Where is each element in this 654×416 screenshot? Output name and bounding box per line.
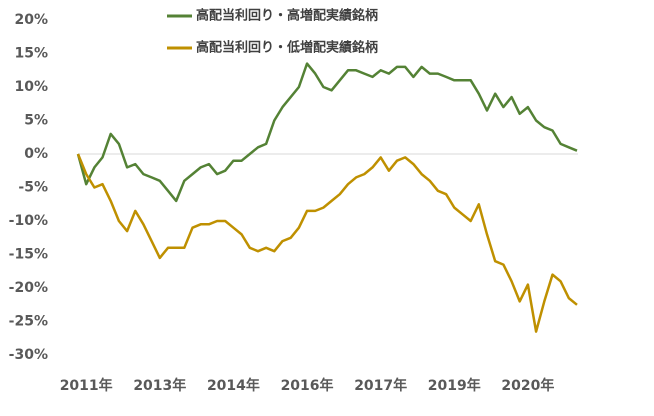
x-tick-label: 2011年: [60, 377, 113, 394]
legend-label: 高配当利回り・低増配実績銘柄: [196, 40, 378, 56]
series-line: [76, 153, 578, 333]
y-tick-label: -20%: [9, 280, 48, 296]
x-tick-label: 2019年: [428, 377, 481, 394]
y-tick-label: -5%: [18, 180, 48, 196]
x-tick-label: 2016年: [281, 377, 334, 394]
y-tick-label: 15%: [14, 46, 48, 62]
legend-label: 高配当利回り・高増配実績銘柄: [196, 8, 378, 24]
y-tick-label: -15%: [9, 247, 48, 263]
y-tick-label: 5%: [24, 113, 48, 129]
y-tick-label: 10%: [14, 79, 48, 95]
y-tick-label: -30%: [9, 347, 48, 363]
y-tick-label: 20%: [14, 12, 48, 28]
y-tick-label: -10%: [9, 213, 48, 229]
x-tick-label: 2017年: [354, 377, 407, 394]
y-tick-label: 0%: [24, 146, 48, 162]
x-tick-label: 2020年: [501, 377, 554, 394]
x-tick-label: 2014年: [207, 377, 260, 394]
x-tick-label: 2013年: [133, 377, 186, 394]
y-tick-label: -25%: [9, 314, 48, 330]
series-line: [76, 62, 578, 203]
